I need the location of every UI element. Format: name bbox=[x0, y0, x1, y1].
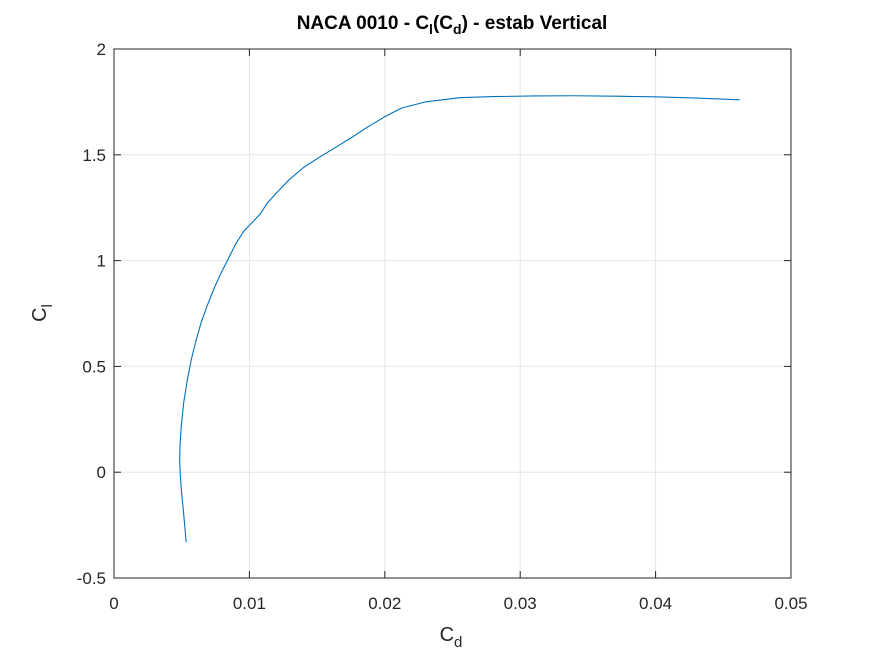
y-axis-label: Cl bbox=[29, 304, 56, 322]
series-layer bbox=[179, 95, 740, 543]
x-axis-label-subscript: d bbox=[454, 634, 462, 651]
plot-area: 0 0.01 0.02 0.03 0.04 0.05-0.500.511.52 bbox=[77, 40, 808, 613]
x-tick-label: 0.01 bbox=[233, 594, 266, 613]
y-axis-label-main: C bbox=[29, 307, 51, 321]
plot-box bbox=[113, 48, 792, 579]
x-tick-label: 0.03 bbox=[504, 594, 537, 613]
chart-title-part: (C bbox=[433, 13, 453, 34]
chart-title-part: ) - estab Vertical bbox=[462, 13, 608, 34]
y-tick-label: 1 bbox=[97, 252, 106, 271]
x-axis-label-main: C bbox=[440, 624, 454, 646]
x-axis-label: Cd bbox=[440, 624, 463, 651]
y-tick-label: 0.5 bbox=[82, 357, 106, 376]
y-axis-label-subscript: l bbox=[39, 304, 56, 307]
y-tick-label: 2 bbox=[97, 40, 106, 59]
y-tick-label: -0.5 bbox=[77, 569, 106, 588]
chart-title-part: NACA 0010 - C bbox=[297, 13, 430, 34]
series-line bbox=[179, 95, 740, 543]
x-tick-label: 0.02 bbox=[368, 594, 401, 613]
ticks: 0 0.01 0.02 0.03 0.04 0.05-0.500.511.52 bbox=[77, 40, 808, 613]
x-tick-label: 0.04 bbox=[639, 594, 672, 613]
plot-background bbox=[114, 49, 791, 578]
chart-title: NACA 0010 - Cl(Cd) - estab Vertical bbox=[297, 13, 608, 37]
y-tick-label: 0 bbox=[97, 463, 106, 482]
chart-title-subscript: d bbox=[453, 21, 462, 37]
chart-title-subscript: l bbox=[429, 21, 433, 37]
x-tick-label: 0 bbox=[109, 594, 118, 613]
x-tick-label: 0.05 bbox=[774, 594, 807, 613]
y-tick-label: 1.5 bbox=[82, 146, 106, 165]
